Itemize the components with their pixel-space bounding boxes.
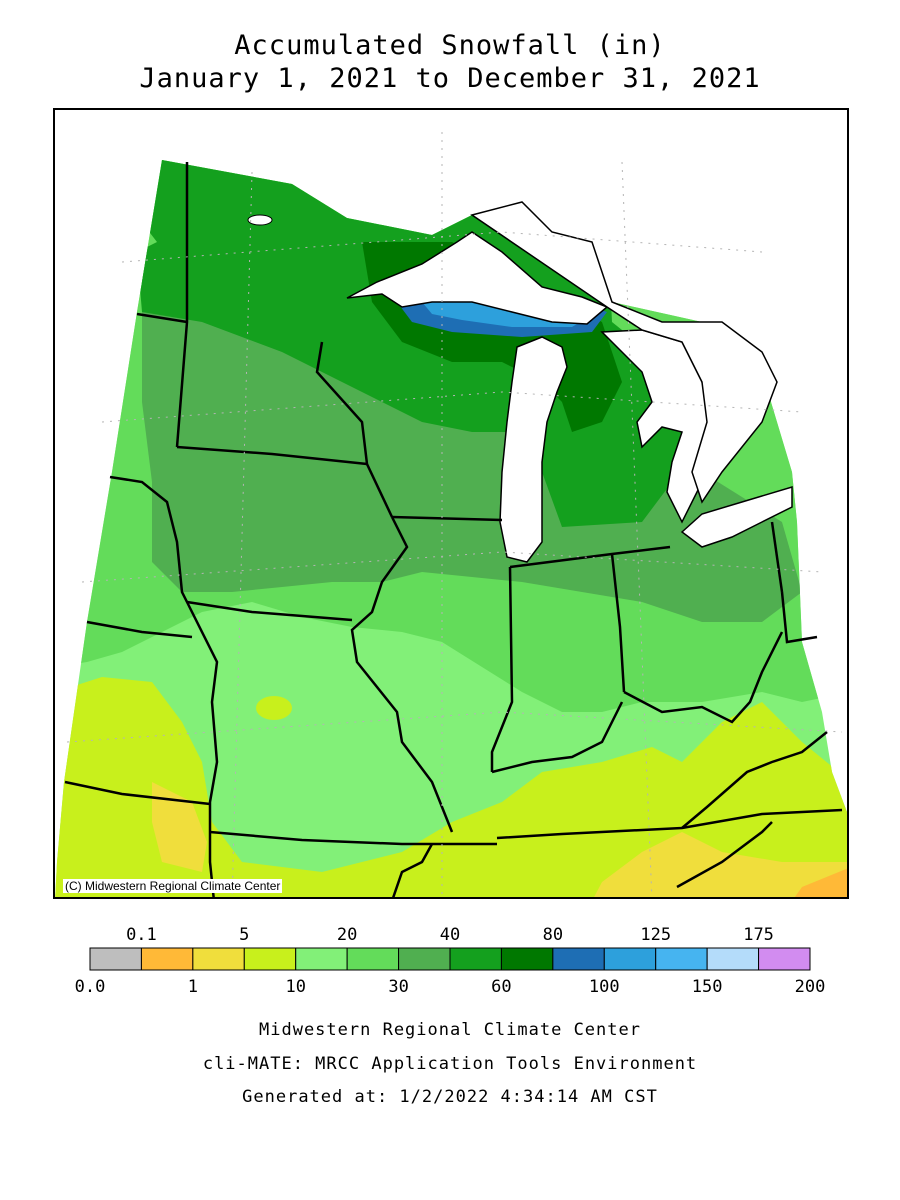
legend-swatch-150-175 — [706, 947, 760, 971]
footer-organization: Midwestern Regional Climate Center — [259, 1020, 641, 1040]
state-boundaries — [64, 162, 843, 897]
legend-swatch-100-125 — [603, 947, 657, 971]
legend-label-bottom: 100 — [589, 977, 620, 997]
legend-swatch-20-30 — [346, 947, 400, 971]
lake-erie — [680, 485, 793, 548]
lake-michigan — [499, 336, 568, 563]
legend-label-bottom: 0.0 — [75, 977, 106, 997]
snow-zone-1-5 — [592, 832, 847, 897]
legend-swatch-30-40 — [398, 947, 451, 971]
legend-label-top: 80 — [543, 925, 563, 945]
legend-swatch-175-200 — [758, 947, 811, 971]
legend-label-bottom: 10 — [285, 977, 305, 997]
map-panel: (C) Midwestern Regional Climate Center — [53, 108, 849, 899]
legend-label-top: 40 — [440, 925, 460, 945]
legend-label-top: 0.1 — [126, 925, 157, 945]
map-date-range: January 1, 2021 to December 31, 2021 — [139, 63, 761, 94]
legend-label-top: 175 — [743, 925, 774, 945]
legend-swatch-0.0-0.1 — [89, 947, 142, 971]
legend-swatch-5-10 — [243, 947, 297, 971]
legend-swatch-60-80 — [500, 947, 554, 971]
footer-generated-time: Generated at: 1/2/2022 4:34:14 AM CST — [242, 1087, 658, 1107]
legend-swatch-10-20 — [295, 947, 348, 971]
legend-label-top: 20 — [337, 925, 357, 945]
graticule — [66, 132, 843, 897]
legend-swatch-0.1-1 — [140, 947, 194, 971]
snow-zone-1-5-west — [152, 782, 207, 872]
map-title: Accumulated Snowfall (in) — [234, 30, 666, 61]
legend-swatch-1-5 — [192, 947, 245, 971]
legend-swatch-125-150 — [655, 947, 708, 971]
legend-label-bottom: 1 — [188, 977, 198, 997]
ontario-land — [470, 201, 778, 504]
legend-label-bottom: 200 — [795, 977, 826, 997]
legend-label-bottom: 60 — [491, 977, 511, 997]
legend-swatch-80-100 — [552, 947, 605, 971]
isle-royale — [247, 214, 273, 226]
snow-zone-5-10-spot — [256, 696, 292, 720]
legend-label-top: 125 — [640, 925, 671, 945]
legend-label-top: 5 — [239, 925, 249, 945]
snowfall-map — [55, 132, 847, 897]
legend-label-bottom: 30 — [388, 977, 408, 997]
snow-zone-5-10 — [55, 677, 847, 897]
copyright-label: (C) Midwestern Regional Climate Center — [63, 879, 283, 893]
legend-swatch-40-60 — [449, 947, 502, 971]
footer-tool-name: cli-MATE: MRCC Application Tools Environ… — [202, 1054, 698, 1074]
color-legend: 0.0 1 10 30 60 100 150 200 0.1 5 20 40 80 125 175 — [75, 925, 826, 997]
legend-label-bottom: 150 — [692, 977, 723, 997]
snow-zone-0.1-1 — [792, 867, 847, 897]
